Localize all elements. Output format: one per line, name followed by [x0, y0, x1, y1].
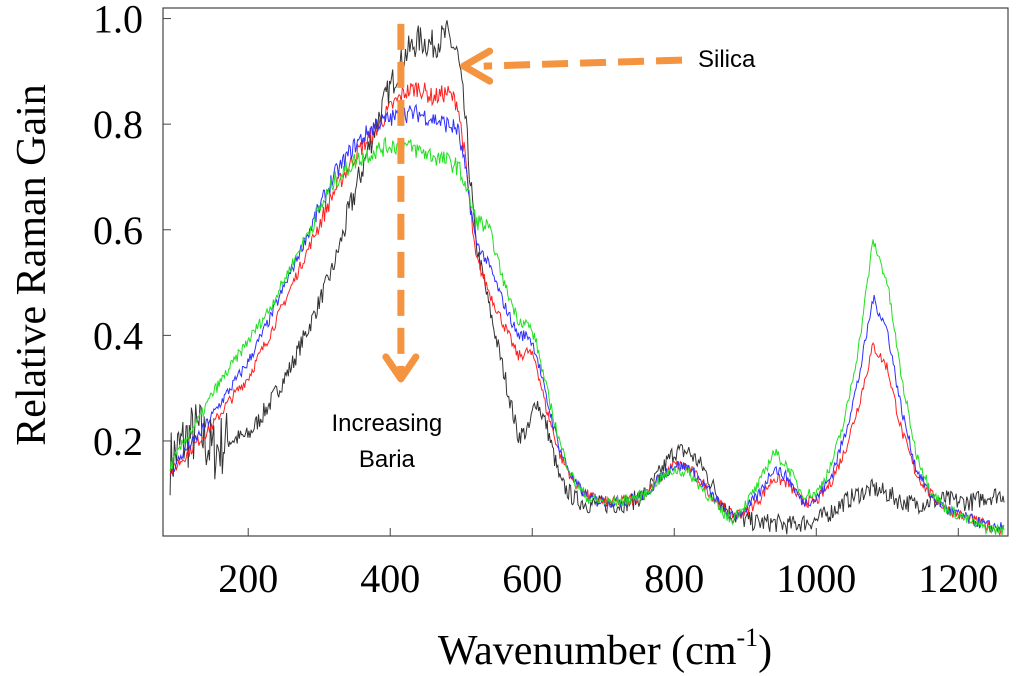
y-tick-label: 1.0: [93, 0, 143, 42]
annotation-layer: Increasing Baria Silica: [332, 23, 756, 473]
y-axis-title: Relative Raman Gain: [9, 84, 55, 446]
x-tick-label: 1200: [918, 556, 998, 601]
x-tick-label: 400: [360, 556, 420, 601]
x-tick-label: 1000: [776, 556, 856, 601]
series-line-baria-3: [169, 136, 1005, 537]
x-tick-label: 200: [218, 556, 278, 601]
series-layer: [169, 20, 1005, 537]
series-line-silica: [169, 20, 1005, 535]
silica-arrow-shaft: [483, 56, 683, 70]
series-line-baria-2: [169, 103, 1005, 533]
plot-frame: [162, 7, 1009, 537]
silica-arrow-head: [460, 47, 494, 85]
baria-arrow-head: [382, 353, 420, 383]
annotation-silica-label: Silica: [698, 46, 756, 73]
series-line-baria-1: [169, 82, 1005, 537]
annotation-baria-label-line: Increasing: [332, 410, 443, 437]
y-tick-label: 0.8: [93, 102, 143, 147]
y-tick-label: 0.4: [93, 313, 143, 358]
x-tick-label: 800: [644, 556, 704, 601]
y-tick-label: 0.2: [93, 419, 143, 464]
annotation-baria-label-line: Baria: [359, 446, 416, 473]
x-axis-title-superscript: -1: [736, 623, 758, 652]
x-axis-title: Wavenumber (cm-1): [438, 623, 772, 674]
x-tick-label: 600: [502, 556, 562, 601]
tick-layer: 200 400 600 800 1000 1200 0.2 0.4 0.6 0.8 1.0: [93, 0, 998, 601]
y-tick-label: 0.6: [93, 208, 143, 253]
